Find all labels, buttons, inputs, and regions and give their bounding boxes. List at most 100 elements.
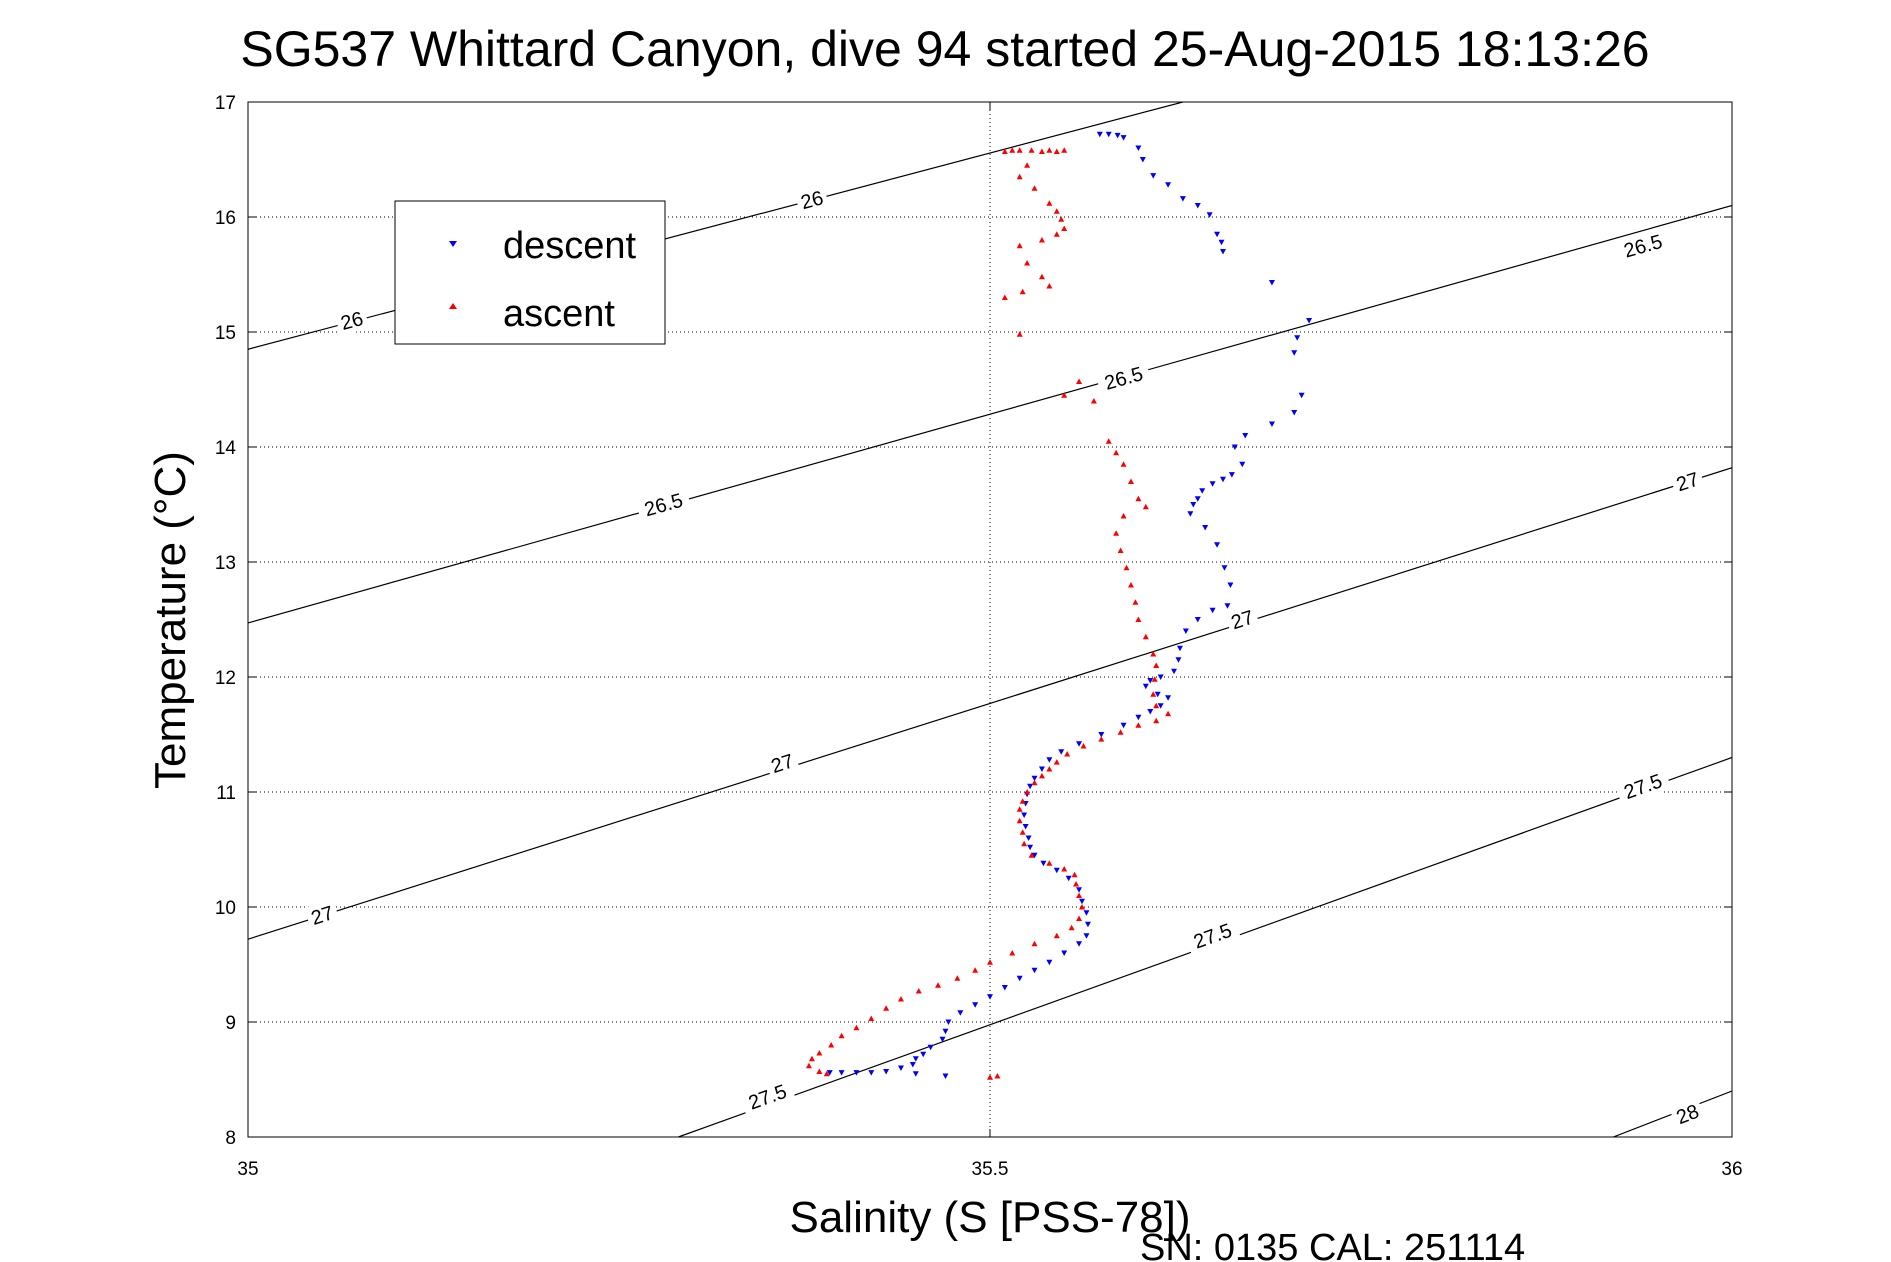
- ascent-point: [897, 996, 904, 1002]
- legend-ascent-label: ascent: [503, 293, 615, 335]
- ascent-point: [954, 975, 961, 981]
- descent-point: [1214, 231, 1221, 238]
- ascent-point: [1001, 148, 1008, 154]
- ascent-point: [994, 1073, 1001, 1079]
- descent-point: [1021, 812, 1028, 818]
- ascent-point: [1079, 904, 1086, 910]
- descent-point: [1139, 157, 1146, 163]
- ascent-point: [853, 1024, 860, 1031]
- ascent-point: [1053, 932, 1060, 939]
- descent-point: [1058, 749, 1065, 755]
- descent-point: [920, 1051, 927, 1058]
- descent-point: [1239, 461, 1246, 468]
- x-axis-label: Salinity (S [PSS-78]): [789, 1193, 1190, 1242]
- descent-point: [945, 1019, 952, 1025]
- legend-descent-marker: [449, 241, 457, 247]
- ascent-point: [1142, 503, 1149, 510]
- descent-point: [1022, 824, 1029, 830]
- ascent-point: [1046, 283, 1053, 289]
- descent-point: [1031, 852, 1038, 859]
- descent-point: [912, 1056, 919, 1062]
- ascent-point: [1053, 759, 1060, 765]
- ascent-point: [1071, 871, 1078, 878]
- descent-point: [1076, 887, 1083, 893]
- descent-point: [1218, 239, 1225, 246]
- descent-point: [1179, 196, 1186, 202]
- descent-point: [1194, 496, 1201, 502]
- ascent-point: [1009, 950, 1016, 956]
- ascent-point: [1031, 940, 1038, 947]
- ascent-point: [1038, 772, 1045, 779]
- y-tick-label: 9: [225, 1013, 236, 1034]
- descent-point: [1209, 481, 1216, 487]
- ascent-point: [1073, 881, 1080, 887]
- ascent-point: [1038, 273, 1045, 280]
- descent-point: [1242, 433, 1249, 439]
- ascent-point: [1076, 378, 1083, 384]
- ascent-point: [1127, 478, 1134, 484]
- descent-point: [1209, 607, 1216, 614]
- descent-point: [1187, 511, 1194, 517]
- grid-lines: [248, 102, 1732, 1137]
- descent-point: [1294, 335, 1301, 341]
- descent-point: [972, 1002, 979, 1008]
- ascent-point: [1165, 710, 1172, 717]
- descent-point: [838, 1070, 845, 1076]
- ascent-point: [1113, 530, 1120, 536]
- x-tick-label: 36: [1721, 1159, 1742, 1180]
- descent-point: [883, 1068, 890, 1075]
- ascent-point: [823, 1070, 830, 1077]
- ascent-point: [1016, 806, 1023, 812]
- y-tick-label: 10: [215, 898, 236, 919]
- descent-point: [942, 1028, 949, 1035]
- ascent-point: [1061, 392, 1068, 398]
- y-tick-label: 8: [225, 1128, 236, 1149]
- ascent-point: [1038, 237, 1045, 243]
- descent-point: [1165, 695, 1172, 701]
- descent-point: [853, 1070, 860, 1076]
- descent-point: [1291, 350, 1298, 356]
- descent-point: [1016, 975, 1023, 982]
- descent-point: [1150, 173, 1157, 179]
- ascent-point: [1009, 147, 1016, 153]
- ascent-point: [1064, 751, 1071, 757]
- descent-point: [1046, 959, 1053, 966]
- descent-point: [1025, 835, 1032, 841]
- descent-point: [1228, 472, 1235, 478]
- ascent-point: [1090, 398, 1097, 404]
- ascent-point: [1053, 208, 1060, 214]
- y-tick-label: 13: [215, 553, 236, 574]
- descent-point: [1038, 766, 1045, 772]
- descent-point: [1065, 875, 1072, 882]
- ascent-point: [1024, 260, 1031, 266]
- ascent-point: [1123, 564, 1130, 571]
- descent-point: [1083, 933, 1090, 939]
- ascent-point: [1031, 779, 1038, 786]
- descent-point: [1031, 967, 1038, 974]
- descent-point: [1076, 941, 1083, 947]
- ascent-point: [1132, 599, 1139, 605]
- ascent-point: [1135, 616, 1142, 622]
- descent-point: [987, 994, 993, 1000]
- descent-point: [1135, 714, 1142, 721]
- descent-point: [1194, 617, 1201, 623]
- x-tick-label: 35.5: [972, 1159, 1009, 1180]
- ascent-point: [1153, 702, 1160, 709]
- ascent-point: [1150, 691, 1157, 697]
- ascent-point: [1053, 148, 1060, 154]
- descent-point: [1268, 421, 1275, 427]
- descent-point: [1165, 182, 1172, 188]
- descent-point: [1027, 783, 1034, 790]
- descent-point: [1046, 757, 1053, 763]
- ascent-point: [1061, 147, 1068, 153]
- descent-point: [1079, 898, 1086, 905]
- ascent-point: [1046, 766, 1053, 772]
- y-tick-label: 17: [215, 93, 236, 114]
- contour-label-bg: [1669, 1097, 1706, 1131]
- ascent-point: [1016, 173, 1023, 180]
- ascent-point: [1142, 633, 1149, 640]
- ascent-point: [1150, 651, 1157, 657]
- ascent-point: [1117, 547, 1124, 553]
